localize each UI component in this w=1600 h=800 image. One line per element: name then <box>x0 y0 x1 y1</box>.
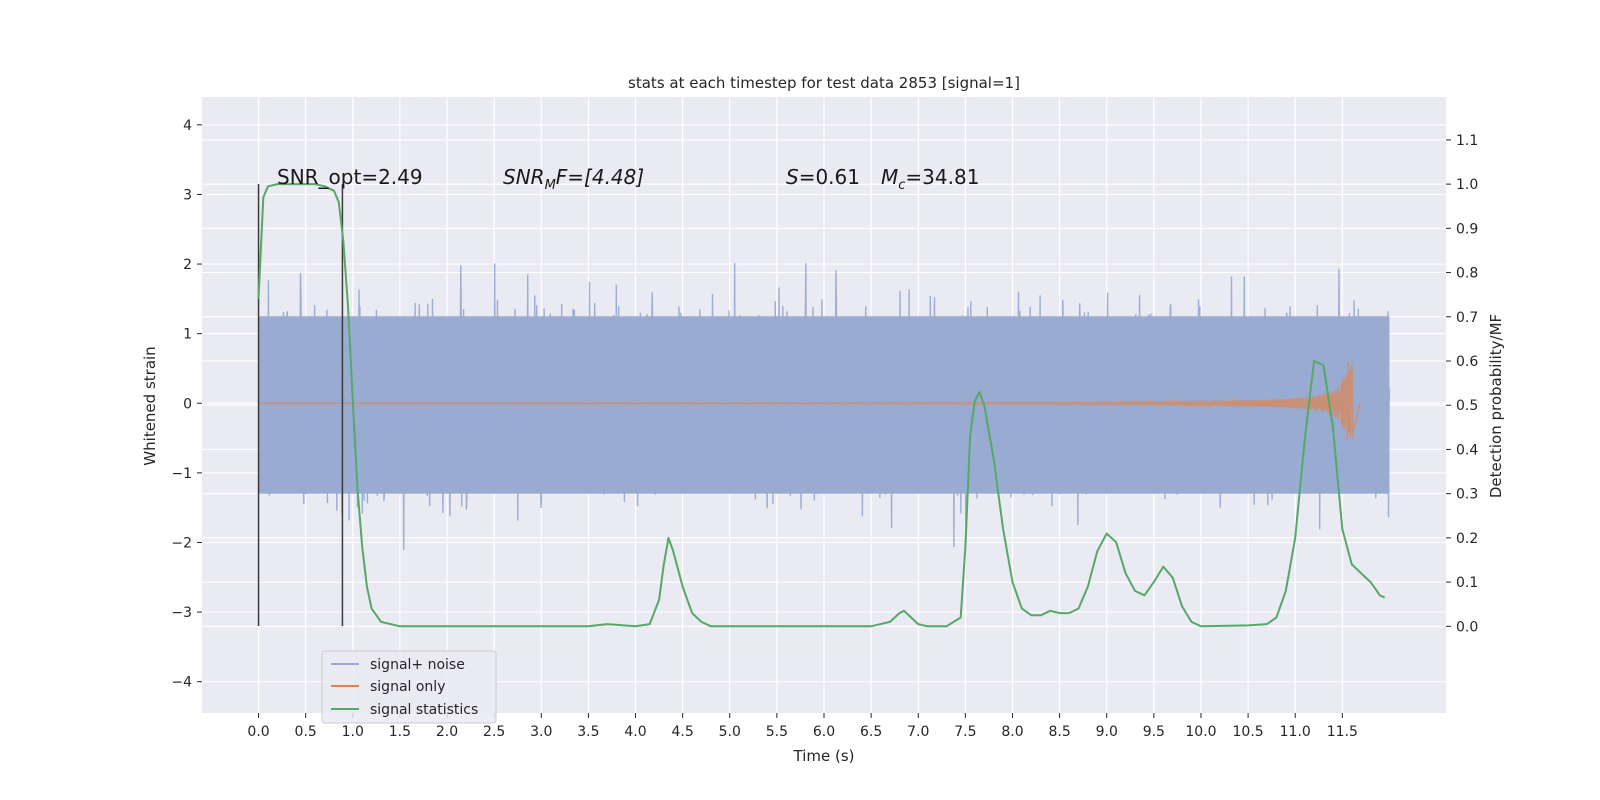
y2-tick-label: 0.0 <box>1456 619 1478 635</box>
y-tick-label: 4 <box>183 118 192 134</box>
snr-mf-annotation: SNRMF=[4.48] <box>503 165 644 193</box>
y2-axis-label: Detection probability/MF <box>1487 314 1505 498</box>
x-tick-label: 8.5 <box>1048 724 1070 740</box>
y2-tick-label: 1.1 <box>1456 133 1478 149</box>
x-tick-label: 5.0 <box>719 724 741 740</box>
y-tick-label: −1 <box>171 466 192 482</box>
legend-label-signal: signal only <box>370 679 445 695</box>
x-tick-label: 10.0 <box>1185 724 1216 740</box>
y-axis-label: Whitened strain <box>141 346 159 465</box>
legend-label-stats: signal statistics <box>370 702 478 718</box>
y2-tick-label: 0.1 <box>1456 575 1478 591</box>
y-tick-label: −3 <box>171 605 192 621</box>
y2-tick-label: 0.3 <box>1456 487 1478 503</box>
snr-opt-annotation: SNR_opt=2.49 <box>277 165 423 189</box>
y2-tick-label: 0.8 <box>1456 266 1478 282</box>
signal-series <box>258 361 1361 440</box>
y-tick-label: 2 <box>183 257 192 273</box>
annotations: SNR_opt=2.49 SNRMF=[4.48] S=0.61 Mc=34.8… <box>277 165 979 193</box>
x-tick-label: 0.0 <box>247 724 269 740</box>
y2-tick-label: 0.5 <box>1456 398 1478 414</box>
x-tick-label: 7.0 <box>907 724 929 740</box>
y2-axis-ticks: 0.0 0.1 0.2 0.3 0.4 0.5 0.6 0.7 0.8 0.9 1.0 1.1 <box>1446 133 1478 635</box>
s-annotation: S=0.61 <box>786 165 860 189</box>
x-tick-label: 6.5 <box>860 724 882 740</box>
y-tick-label: −4 <box>171 675 192 691</box>
x-tick-label: 6.0 <box>813 724 835 740</box>
x-tick-label: 3.5 <box>577 724 599 740</box>
x-tick-label: 11.0 <box>1280 724 1311 740</box>
x-tick-label: 5.5 <box>766 724 788 740</box>
y-axis-ticks: −4 −3 −2 −1 0 1 2 3 4 <box>171 118 202 691</box>
signal-line <box>258 361 1361 440</box>
x-axis-label: Time (s) <box>793 747 855 765</box>
chart-title: stats at each timestep for test data 285… <box>628 74 1020 92</box>
y2-tick-label: 0.2 <box>1456 531 1478 547</box>
stats-line <box>257 183 1386 628</box>
mc-annotation: Mc=34.81 <box>881 165 979 193</box>
x-tick-label: 9.0 <box>1096 724 1118 740</box>
x-tick-label: 1.5 <box>389 724 411 740</box>
y-tick-label: 1 <box>183 327 192 343</box>
legend: signal+ noise signal only signal statist… <box>321 650 497 724</box>
noise-line <box>257 263 1391 550</box>
legend-box <box>321 650 497 724</box>
window-markers <box>257 184 344 626</box>
y2-tick-label: 0.9 <box>1456 221 1478 237</box>
x-tick-label: 0.5 <box>295 724 317 740</box>
x-tick-label: 11.5 <box>1327 724 1358 740</box>
x-tick-label: 3.0 <box>530 724 552 740</box>
y-tick-label: 0 <box>183 396 192 412</box>
y2-tick-label: 0.6 <box>1456 354 1478 370</box>
x-tick-label: 8.0 <box>1001 724 1023 740</box>
y-tick-label: 3 <box>183 187 192 203</box>
x-tick-label: 4.5 <box>672 724 694 740</box>
x-tick-label: 2.0 <box>436 724 458 740</box>
y2-tick-label: 1.0 <box>1456 177 1478 193</box>
x-tick-label: 9.5 <box>1143 724 1165 740</box>
x-tick-label: 2.5 <box>483 724 505 740</box>
y2-tick-label: 0.4 <box>1456 442 1478 458</box>
x-tick-label: 10.5 <box>1233 724 1264 740</box>
x-tick-label: 1.0 <box>342 724 364 740</box>
x-tick-label: 4.0 <box>624 724 646 740</box>
x-tick-label: 7.5 <box>954 724 976 740</box>
stats-series <box>257 183 1386 628</box>
y2-tick-label: 0.7 <box>1456 310 1478 326</box>
legend-label-noise: signal+ noise <box>370 657 465 673</box>
y-tick-label: −2 <box>171 535 192 551</box>
x-axis-ticks: 0.0 0.5 1.0 1.5 2.0 2.5 3.0 3.5 4.0 4.5 5.0 5.5 6.0 6… <box>247 713 1358 740</box>
